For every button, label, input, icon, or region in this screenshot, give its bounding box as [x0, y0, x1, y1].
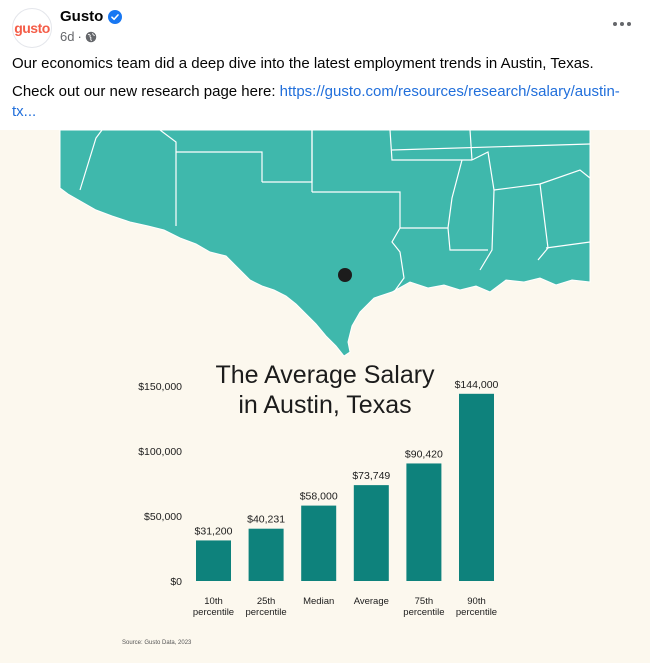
state-border [389, 130, 472, 161]
bar [248, 528, 284, 581]
chart-source: Source: Gusto Data, 2023 [122, 640, 192, 646]
chart-title-line2: in Austin, Texas [238, 391, 412, 419]
state-border [539, 169, 591, 185]
state-border [447, 227, 488, 251]
x-tick-label: percentile [245, 607, 286, 618]
post-text: Our economics team did a deep dive into … [12, 54, 632, 130]
bar [406, 463, 442, 581]
verified-badge-icon [108, 9, 123, 24]
state-border [391, 143, 591, 151]
y-tick-label: $0 [170, 576, 182, 588]
x-tick-label: percentile [456, 607, 497, 618]
y-tick-label: $150,000 [138, 381, 182, 393]
y-tick-label: $100,000 [138, 446, 182, 458]
bar [196, 540, 231, 581]
research-link[interactable]: https://gusto.com/resources/research/sal… [12, 83, 620, 120]
x-tick-label: Average [354, 596, 389, 607]
bar [459, 393, 494, 581]
state-border [159, 130, 177, 226]
state-border [545, 241, 591, 249]
state-borders [79, 130, 591, 293]
state-border [176, 151, 263, 182]
author-label[interactable]: Gusto [60, 8, 104, 25]
meta-separator: · [77, 29, 82, 44]
more-dot-icon [627, 22, 631, 26]
post-text-line2: Check out our new research page here: ht… [12, 82, 632, 122]
state-border [493, 183, 549, 261]
x-tick-label: Median [303, 596, 334, 607]
post-meta: 6d · [60, 29, 97, 44]
post-image[interactable]: The Average Salary in Austin, Texas $0 $5… [0, 130, 650, 663]
avatar[interactable]: gusto [12, 8, 52, 48]
salary-bar-chart: $0$50,000$100,000$150,000$31,20010thperc… [138, 379, 499, 618]
post-time[interactable]: 6d [60, 29, 75, 44]
post-text-line1: Our economics team did a deep dive into … [12, 55, 594, 72]
x-tick-label: percentile [193, 607, 234, 618]
bar-data-label: $90,420 [405, 448, 443, 460]
map-graphic [59, 130, 591, 357]
state-border [79, 130, 103, 191]
more-dot-icon [613, 22, 617, 26]
x-tick-label: 10th [204, 596, 223, 607]
x-tick-label: percentile [403, 607, 444, 618]
post-header: gusto Gusto 6d · [0, 0, 650, 52]
x-tick-label: 75th [415, 596, 434, 607]
bar-data-label: $73,749 [352, 470, 390, 482]
bar-data-label: $144,000 [455, 379, 499, 391]
author-name[interactable]: Gusto [60, 8, 123, 25]
x-tick-label: 25th [257, 596, 276, 607]
chart-title-line1: The Average Salary [215, 361, 435, 389]
state-border [400, 159, 463, 229]
post-text-prefix: Check out our new research page here: [12, 83, 280, 100]
bar-data-label: $31,200 [195, 525, 233, 537]
bar-data-label: $40,231 [247, 514, 285, 526]
more-dot-icon [620, 22, 624, 26]
austin-marker [338, 268, 352, 282]
globe-icon [85, 31, 97, 42]
state-border [312, 191, 405, 293]
bar [301, 505, 337, 581]
x-tick-label: 90th [467, 596, 486, 607]
bar [353, 485, 389, 581]
bar-data-label: $58,000 [300, 491, 338, 503]
more-options-button[interactable] [606, 10, 638, 38]
map-land [59, 130, 591, 357]
chart-title: The Average Salary in Austin, Texas [0, 360, 650, 420]
y-tick-label: $50,000 [144, 511, 182, 523]
state-border [469, 130, 473, 161]
